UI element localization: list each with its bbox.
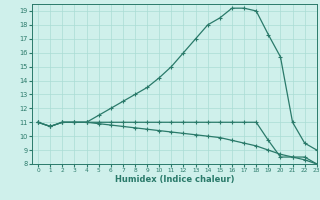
X-axis label: Humidex (Indice chaleur): Humidex (Indice chaleur) bbox=[115, 175, 234, 184]
